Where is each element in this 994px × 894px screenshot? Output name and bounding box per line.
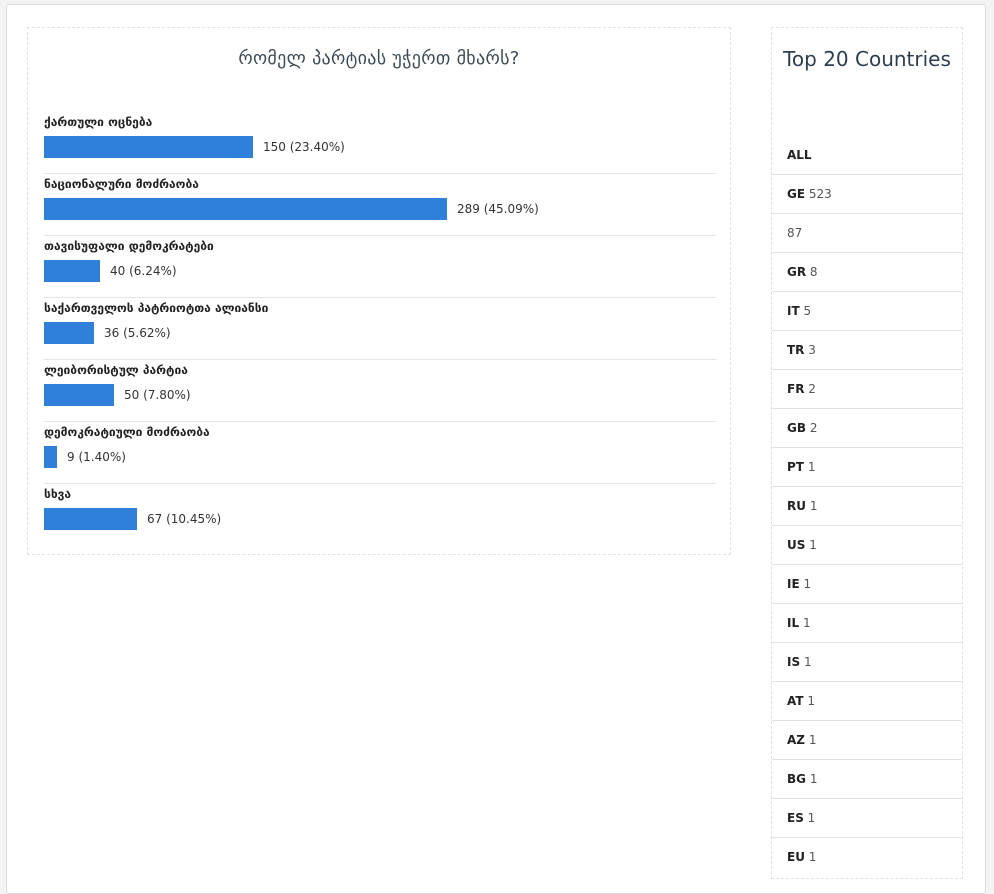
country-row[interactable]: FR 2	[772, 370, 962, 409]
country-code: GB	[787, 421, 806, 435]
country-row[interactable]: IT 5	[772, 292, 962, 331]
poll-answer-row: თავისუფალი დემოკრატები 40 (6.24%)	[44, 236, 716, 298]
poll-answer-row: ნაციონალური მოძრაობა 289 (45.09%)	[44, 174, 716, 236]
country-row[interactable]: AZ 1	[772, 721, 962, 760]
country-count: 2	[808, 382, 816, 396]
poll-answer-bar	[44, 384, 114, 406]
country-row[interactable]: US 1	[772, 526, 962, 565]
country-count: 1	[803, 655, 812, 669]
poll-answer-value-label: 150 (23.40%)	[263, 140, 345, 154]
country-row[interactable]: IE 1	[772, 565, 962, 604]
poll-answer-bar	[44, 508, 137, 530]
country-count: 1	[808, 733, 817, 747]
countries-title: Top 20 Countries	[783, 47, 951, 71]
poll-answer-label: დემოკრატიული მოძრაობა	[44, 425, 210, 439]
country-row[interactable]: PT 1	[772, 448, 962, 487]
poll-answer-bar	[44, 322, 94, 344]
country-row[interactable]: 87	[772, 214, 962, 253]
country-row[interactable]: RU 1	[772, 487, 962, 526]
country-row[interactable]: GR 8	[772, 253, 962, 292]
poll-answer-label: ქართული ოცნება	[44, 115, 153, 129]
poll-answer-bar	[44, 136, 253, 158]
country-code: GE	[787, 187, 806, 201]
country-count: 87	[787, 226, 803, 240]
country-code: US	[787, 538, 806, 552]
country-row[interactable]: ES 1	[772, 799, 962, 838]
poll-answer-row: დემოკრატიული მოძრაობა 9 (1.40%)	[44, 422, 716, 484]
country-code: GR	[787, 265, 807, 279]
poll-results-panel: რომელ პარტიას უჭერთ მხარს? ქართული ოცნებ…	[27, 27, 731, 555]
poll-answer-row: ქართული ოცნება 150 (23.40%)	[44, 112, 716, 174]
poll-title: რომელ პარტიას უჭერთ მხარს?	[238, 48, 520, 69]
country-row[interactable]: BG 1	[772, 760, 962, 799]
country-code: EU	[787, 850, 805, 864]
poll-answer-value-label: 40 (6.24%)	[110, 264, 177, 278]
country-row[interactable]: IL 1	[772, 604, 962, 643]
country-count: 2	[809, 421, 818, 435]
country-row[interactable]: GE 523	[772, 175, 962, 214]
country-count: 1	[802, 616, 811, 630]
poll-answer-label: საქართველოს პატრიოტთა ალიანსი	[44, 301, 269, 315]
poll-answer-value-label: 50 (7.80%)	[124, 388, 191, 402]
top-countries-panel: Top 20 Countries ALL GE 523 87 GR 8 IT 5 TR…	[771, 27, 963, 879]
poll-answer-label: ნაციონალური მოძრაობა	[44, 177, 199, 191]
poll-answer-label: სხვა	[44, 487, 72, 501]
country-code: PT	[787, 460, 804, 474]
country-code: AZ	[787, 733, 805, 747]
poll-answer-row: ლეიბორისტულ პარტია 50 (7.80%)	[44, 360, 716, 422]
country-count: 1	[803, 577, 812, 591]
country-code: IL	[787, 616, 800, 630]
country-row[interactable]: AT 1	[772, 682, 962, 721]
country-list: ALL GE 523 87 GR 8 IT 5 TR 3 FR 2 GB 2 PT 1 RU …	[772, 136, 962, 877]
poll-answer-value-label: 289 (45.09%)	[457, 202, 539, 216]
country-code: IT	[787, 304, 800, 318]
poll-answer-row: საქართველოს პატრიოტთა ალიანსი 36 (5.62%)	[44, 298, 716, 360]
poll-answer-label: თავისუფალი დემოკრატები	[44, 239, 214, 253]
country-count: 5	[803, 304, 812, 318]
country-code: ALL	[787, 148, 812, 162]
country-count: 3	[808, 343, 816, 357]
country-count: 1	[809, 538, 817, 552]
country-row[interactable]: IS 1	[772, 643, 962, 682]
poll-answer-label: ლეიბორისტულ პარტია	[44, 363, 188, 377]
country-code: IE	[787, 577, 800, 591]
poll-answer-row: სხვა 67 (10.45%)	[44, 484, 716, 546]
country-code: TR	[787, 343, 805, 357]
country-code: ES	[787, 811, 804, 825]
country-count: 1	[808, 850, 817, 864]
country-count: 1	[807, 811, 816, 825]
country-code: IS	[787, 655, 801, 669]
country-count: 1	[809, 499, 818, 513]
country-count: 1	[807, 694, 816, 708]
country-code: BG	[787, 772, 806, 786]
country-code: AT	[787, 694, 804, 708]
poll-answer-bar	[44, 198, 447, 220]
country-count: 523	[808, 187, 832, 201]
country-row[interactable]: GB 2	[772, 409, 962, 448]
poll-answer-bar	[44, 260, 100, 282]
country-row[interactable]: EU 1	[772, 838, 962, 877]
poll-answer-value-label: 36 (5.62%)	[104, 326, 171, 340]
poll-answer-value-label: 67 (10.45%)	[147, 512, 222, 526]
poll-answers-chart: ქართული ოცნება 150 (23.40%) ნაციონალური მო…	[44, 112, 716, 546]
country-row[interactable]: ALL	[772, 136, 962, 175]
page-container: რომელ პარტიას უჭერთ მხარს? ქართული ოცნებ…	[6, 4, 986, 894]
country-count: 8	[809, 265, 818, 279]
country-count: 1	[809, 772, 818, 786]
country-code: FR	[787, 382, 805, 396]
country-count: 1	[807, 460, 816, 474]
poll-answer-value-label: 9 (1.40%)	[67, 450, 126, 464]
country-code: RU	[787, 499, 806, 513]
poll-answer-bar	[44, 446, 57, 468]
country-row[interactable]: TR 3	[772, 331, 962, 370]
